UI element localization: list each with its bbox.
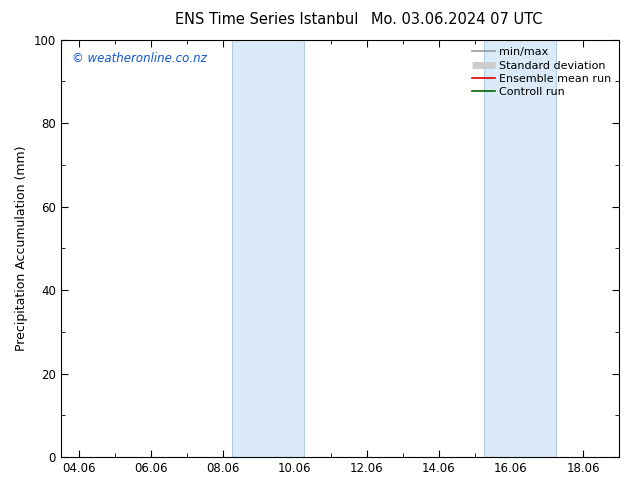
Bar (484, 40, 556, 457)
Text: ENS Time Series Istanbul: ENS Time Series Istanbul (174, 12, 358, 27)
Text: © weatheronline.co.nz: © weatheronline.co.nz (72, 52, 207, 65)
Legend: min/max, Standard deviation, Ensemble mean run, Controll run: min/max, Standard deviation, Ensemble me… (468, 43, 616, 102)
Y-axis label: Precipitation Accumulation (mm): Precipitation Accumulation (mm) (15, 146, 28, 351)
Bar (232, 40, 304, 457)
Text: Mo. 03.06.2024 07 UTC: Mo. 03.06.2024 07 UTC (371, 12, 542, 27)
